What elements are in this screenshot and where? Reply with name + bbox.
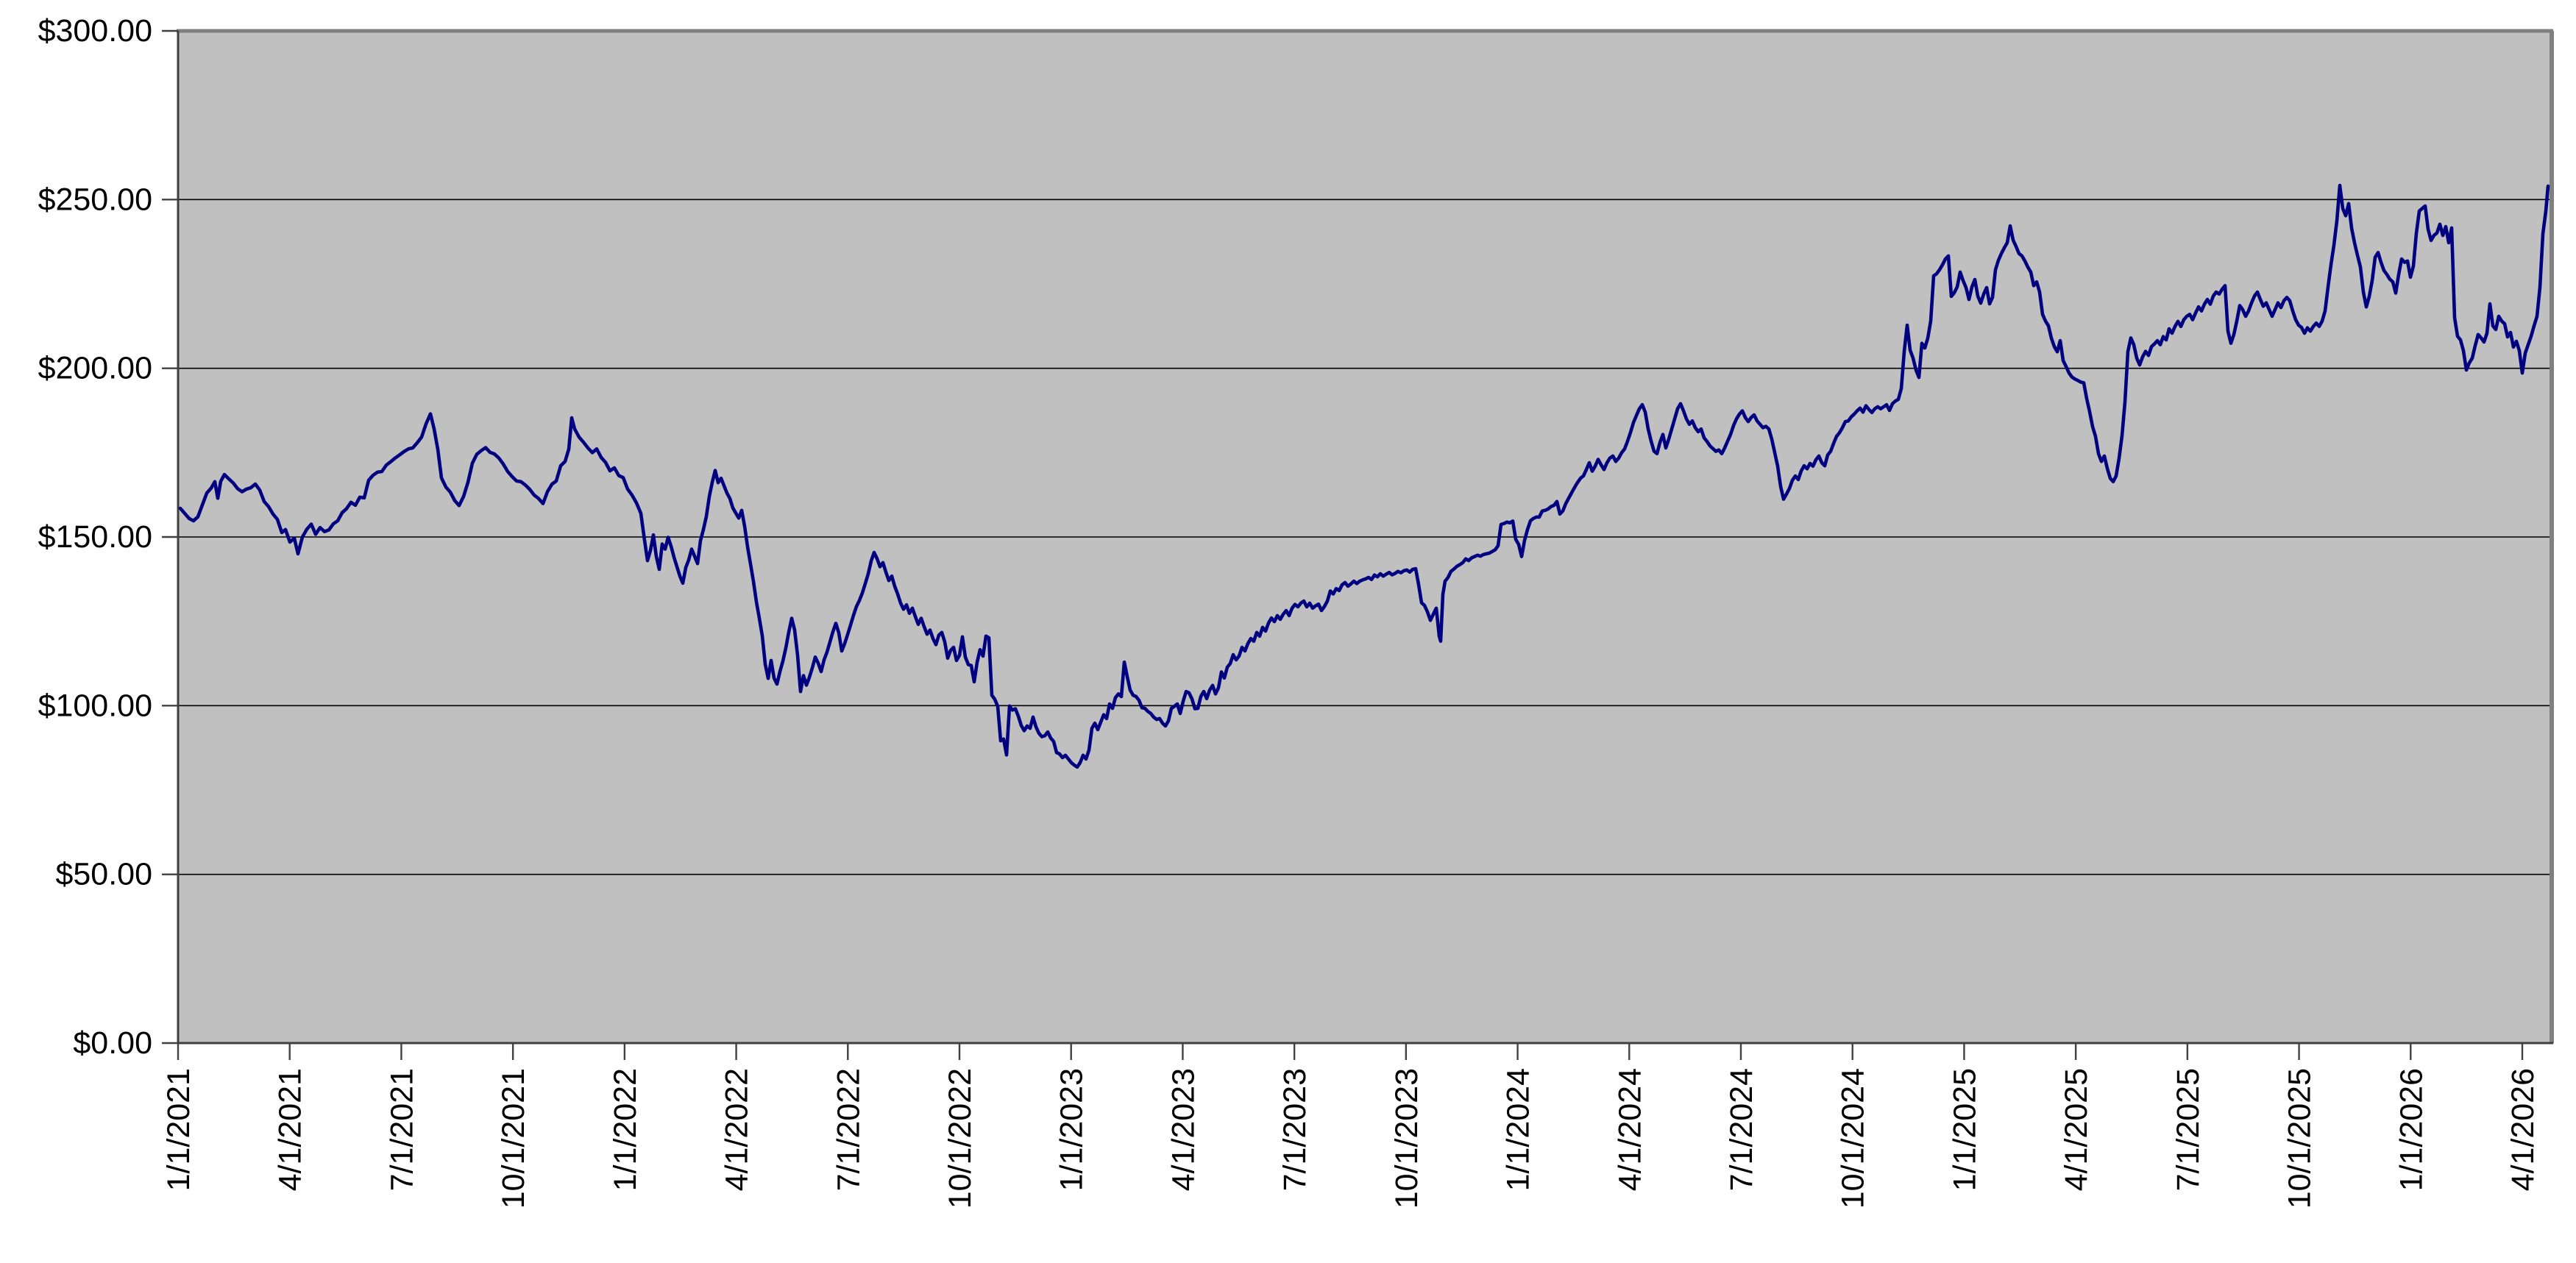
x-axis-label: 7/1/2023 bbox=[1277, 1068, 1313, 1191]
x-axis-label: 1/1/2024 bbox=[1501, 1068, 1536, 1191]
price-line bbox=[178, 183, 2550, 769]
x-axis-label: 1/1/2025 bbox=[1947, 1068, 1982, 1191]
y-axis-label: $200.00 bbox=[38, 351, 152, 386]
x-axis-label: 1/1/2022 bbox=[608, 1068, 643, 1191]
gridlines bbox=[178, 199, 2550, 875]
x-axis-label: 1/1/2026 bbox=[2394, 1068, 2429, 1191]
axis-ticks bbox=[162, 29, 2524, 1060]
y-axis-label: $100.00 bbox=[38, 688, 152, 723]
x-axis-label: 1/1/2023 bbox=[1054, 1068, 1090, 1191]
x-axis-label: 7/1/2021 bbox=[384, 1068, 419, 1191]
x-axis-label: 4/1/2023 bbox=[1165, 1068, 1201, 1191]
x-axis-label: 4/1/2026 bbox=[2505, 1068, 2541, 1191]
x-axis-label: 10/1/2024 bbox=[1836, 1068, 1871, 1209]
x-axis-labels: 1/1/2021 4/1/2021 7/1/2021 10/1/2021 1/1/202… bbox=[161, 1068, 2541, 1209]
y-axis-label: $0.00 bbox=[73, 1025, 152, 1061]
x-axis-label: 4/1/2021 bbox=[273, 1068, 308, 1191]
x-axis-label: 4/1/2024 bbox=[1612, 1068, 1647, 1191]
x-axis-label: 10/1/2022 bbox=[943, 1068, 978, 1209]
x-axis-label: 7/1/2022 bbox=[831, 1068, 866, 1191]
x-axis-label: 4/1/2022 bbox=[720, 1068, 755, 1191]
y-axis-label: $300.00 bbox=[38, 13, 152, 49]
x-axis-label: 4/1/2025 bbox=[2059, 1068, 2094, 1191]
x-axis-label: 7/1/2024 bbox=[1724, 1068, 1759, 1191]
x-axis-label: 10/1/2021 bbox=[496, 1068, 531, 1209]
x-axis-label: 1/1/2021 bbox=[161, 1068, 196, 1191]
x-axis-label: 7/1/2025 bbox=[2171, 1068, 2206, 1191]
x-axis-label: 10/1/2025 bbox=[2282, 1068, 2318, 1209]
y-axis-label: $250.00 bbox=[38, 182, 152, 217]
x-axis-label: 10/1/2023 bbox=[1389, 1068, 1424, 1209]
y-axis-label: $50.00 bbox=[55, 857, 152, 892]
y-axis-labels: $0.00 $50.00 $100.00 $150.00 $200.00 $250.00 $… bbox=[38, 13, 152, 1061]
y-axis-label: $150.00 bbox=[38, 519, 152, 555]
